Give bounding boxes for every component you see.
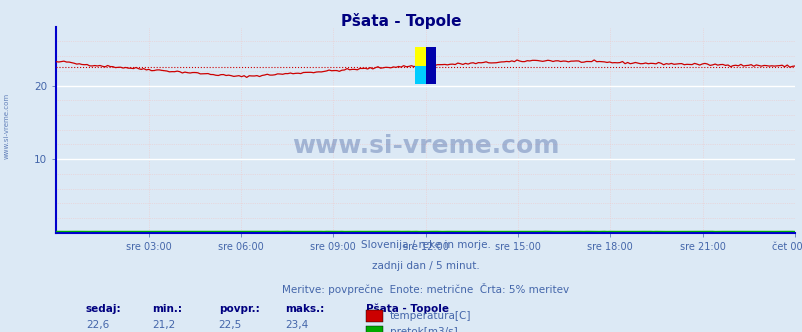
FancyBboxPatch shape [366, 310, 383, 322]
Bar [415, 66, 425, 84]
Text: min.:: min.: [152, 304, 182, 314]
Text: www.si-vreme.com: www.si-vreme.com [291, 134, 559, 158]
Text: Pšata - Topole: Pšata - Topole [341, 13, 461, 29]
Text: www.si-vreme.com: www.si-vreme.com [3, 93, 10, 159]
Text: 21,2: 21,2 [152, 320, 176, 330]
Text: temperatura[C]: temperatura[C] [390, 311, 471, 321]
Text: 22,6: 22,6 [86, 320, 109, 330]
Text: zadnji dan / 5 minut.: zadnji dan / 5 minut. [371, 262, 479, 272]
Text: sedaj:: sedaj: [86, 304, 121, 314]
Bar [415, 47, 425, 84]
Text: Pšata - Topole: Pšata - Topole [366, 304, 449, 314]
Text: Slovenija / reke in morje.: Slovenija / reke in morje. [360, 240, 490, 250]
Text: maks.:: maks.: [285, 304, 324, 314]
Text: pretok[m3/s]: pretok[m3/s] [390, 327, 457, 332]
Text: 23,4: 23,4 [285, 320, 308, 330]
Text: Meritve: povprečne  Enote: metrične  Črta: 5% meritev: Meritve: povprečne Enote: metrične Črta:… [282, 283, 569, 295]
Text: 22,5: 22,5 [218, 320, 241, 330]
Text: povpr.:: povpr.: [218, 304, 259, 314]
FancyBboxPatch shape [366, 326, 383, 332]
Bar [425, 47, 435, 84]
